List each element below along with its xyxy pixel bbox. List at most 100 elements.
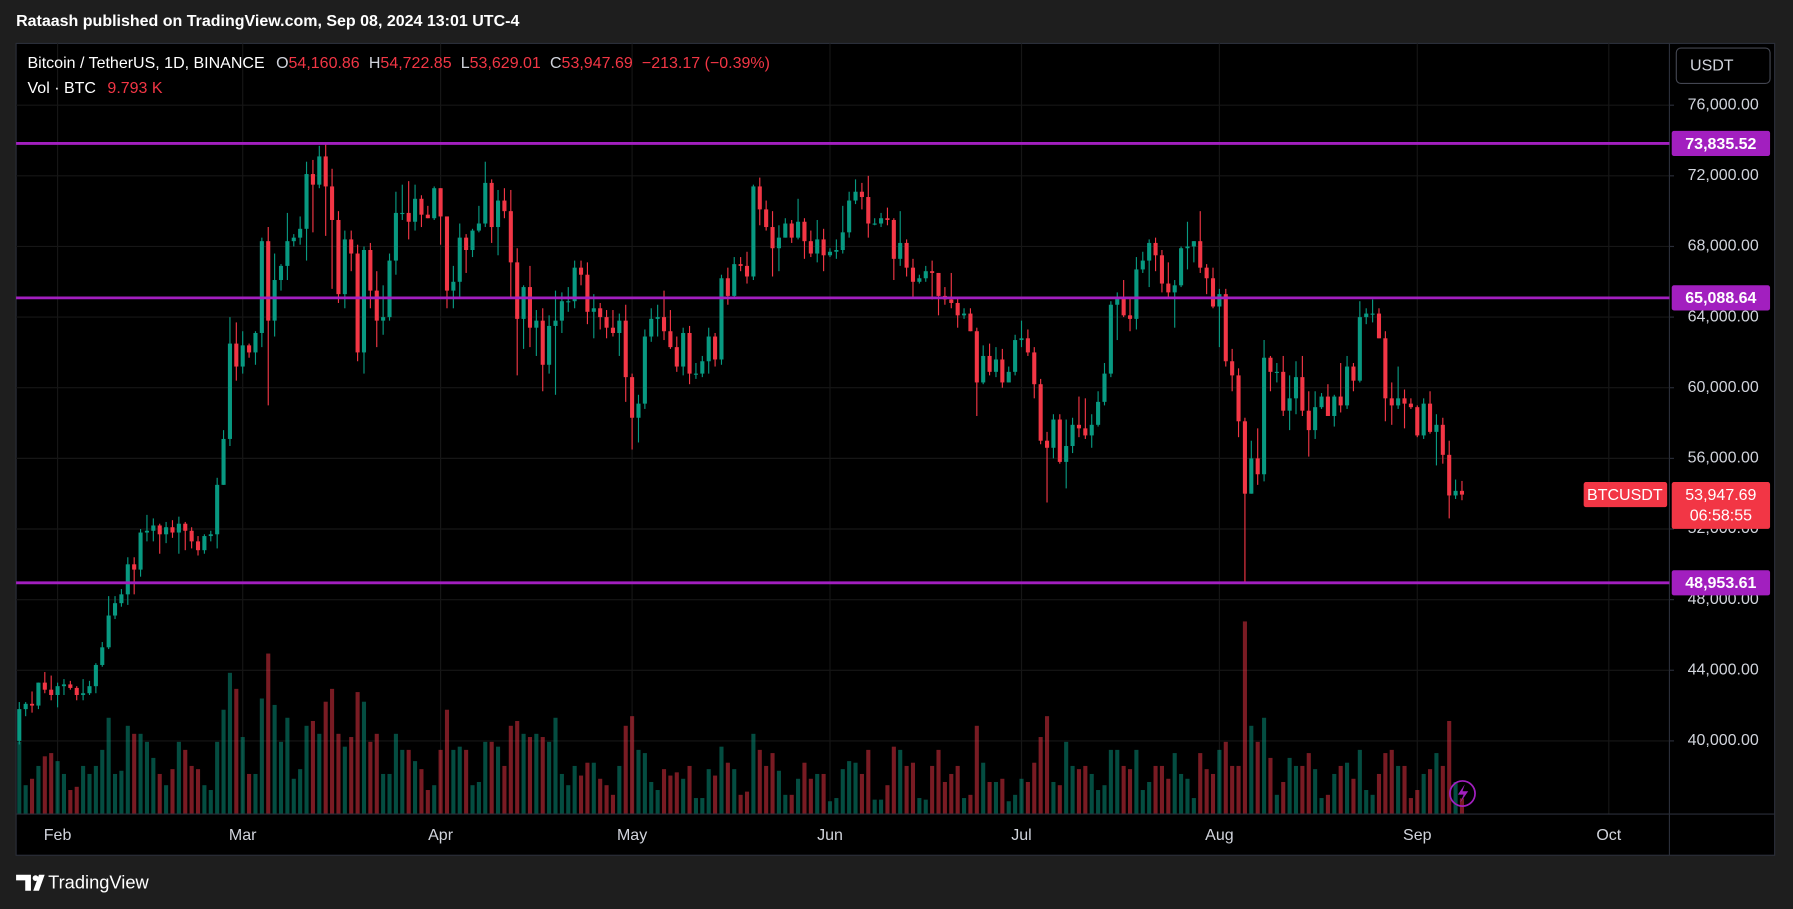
candle-body bbox=[1096, 401, 1101, 425]
volume-bar bbox=[547, 741, 552, 815]
candle-body bbox=[1434, 424, 1439, 432]
x-tick-label: Jun bbox=[817, 827, 843, 844]
volume-bar bbox=[1415, 790, 1420, 815]
volume-bar bbox=[278, 741, 284, 815]
volume-bar bbox=[993, 781, 999, 815]
volume-bar bbox=[1325, 794, 1330, 815]
volume-bar bbox=[406, 749, 411, 815]
candle-body bbox=[732, 264, 737, 296]
volume-bar bbox=[112, 773, 118, 815]
volume-bar bbox=[508, 725, 513, 815]
candle-body bbox=[1038, 384, 1043, 441]
volume-bar bbox=[247, 773, 252, 815]
candle-body bbox=[1376, 313, 1382, 339]
candle-body bbox=[1159, 255, 1164, 284]
candle-body bbox=[668, 331, 673, 348]
y-tick-label: 68,000.00 bbox=[1688, 238, 1759, 255]
volume-bar bbox=[936, 749, 941, 815]
volume-bar bbox=[687, 765, 692, 815]
candle-body bbox=[1147, 242, 1152, 261]
volume-bar bbox=[1274, 794, 1279, 815]
volume-bar bbox=[1083, 765, 1088, 815]
h-value: 54,722.85 bbox=[380, 55, 451, 72]
volume-bar bbox=[1345, 762, 1350, 815]
volume-bar bbox=[879, 799, 884, 815]
volume-bar bbox=[61, 773, 67, 815]
candle-body bbox=[1402, 398, 1407, 404]
y-tick-label: 64,000.00 bbox=[1688, 308, 1759, 325]
volume-bar bbox=[1153, 765, 1158, 815]
volume-bar bbox=[1268, 757, 1273, 815]
candle-body bbox=[272, 280, 277, 321]
candle-body bbox=[1408, 403, 1413, 408]
currency-button[interactable] bbox=[1675, 47, 1771, 85]
volume-bar bbox=[840, 769, 845, 815]
volume-bar bbox=[815, 773, 820, 815]
volume-bar bbox=[585, 762, 590, 815]
volume-bar bbox=[342, 746, 347, 815]
level-tag bbox=[1671, 570, 1771, 596]
o-label: O bbox=[276, 55, 288, 72]
brand: TradingView bbox=[48, 872, 149, 893]
candle-body bbox=[1440, 424, 1445, 455]
candle-body bbox=[1230, 361, 1235, 376]
candle-body bbox=[891, 219, 896, 259]
candle-body bbox=[413, 198, 418, 222]
candle-body bbox=[872, 223, 877, 225]
alert-icon[interactable] bbox=[1449, 780, 1476, 807]
candle-body bbox=[1179, 248, 1184, 286]
volume-bar bbox=[1140, 790, 1145, 815]
candle-body bbox=[821, 239, 826, 256]
volume-bar bbox=[923, 799, 928, 815]
chart-panel bbox=[15, 42, 1776, 856]
candle-body bbox=[444, 216, 450, 291]
volume-bar bbox=[87, 773, 92, 815]
volume-bar bbox=[1287, 757, 1292, 815]
symbol: Bitcoin / TetherUS, 1D, BINANCE bbox=[28, 55, 265, 72]
candle-body bbox=[68, 684, 73, 688]
candle-body bbox=[151, 525, 156, 531]
candle-body bbox=[1217, 294, 1222, 307]
volume-bar bbox=[910, 762, 916, 815]
candle-body bbox=[164, 527, 169, 535]
volume-bar bbox=[866, 749, 871, 815]
volume-bar bbox=[1255, 741, 1260, 815]
candle-body bbox=[1044, 440, 1050, 448]
candle-body bbox=[36, 682, 41, 706]
volume-bar bbox=[381, 773, 386, 815]
volume-bar bbox=[821, 773, 826, 815]
level-tag bbox=[1671, 285, 1771, 311]
volume-bar bbox=[655, 790, 660, 815]
candle-body bbox=[464, 237, 469, 250]
volume-bar bbox=[808, 778, 813, 815]
h-label: H bbox=[369, 55, 381, 72]
candle-body bbox=[1306, 410, 1311, 431]
candle-body bbox=[23, 703, 28, 710]
alert-icon-bolt bbox=[1457, 784, 1469, 803]
volume-bar bbox=[1179, 773, 1184, 815]
candle-body bbox=[700, 361, 705, 374]
candle-body bbox=[1332, 396, 1337, 416]
candle-body bbox=[674, 347, 679, 367]
candle-body bbox=[215, 484, 220, 535]
volume-bar bbox=[693, 798, 698, 815]
candle-body bbox=[1000, 359, 1005, 383]
volume-bar bbox=[872, 799, 877, 815]
volume-bar bbox=[744, 791, 750, 815]
volume-bar bbox=[968, 794, 973, 815]
volume-bar bbox=[49, 753, 54, 815]
candle-body bbox=[1140, 260, 1145, 270]
candle-body bbox=[604, 317, 609, 328]
volume-bar bbox=[1440, 765, 1445, 815]
volume-bars bbox=[17, 621, 1465, 815]
volume-bar bbox=[668, 775, 673, 815]
volume-bar bbox=[1089, 773, 1094, 815]
volume-bar bbox=[885, 785, 890, 815]
candle-body bbox=[540, 320, 545, 365]
candle-body bbox=[74, 687, 79, 695]
candle-body bbox=[840, 232, 845, 250]
candle-body bbox=[610, 327, 615, 333]
candle-body bbox=[451, 281, 456, 291]
volume-bar bbox=[636, 749, 641, 815]
